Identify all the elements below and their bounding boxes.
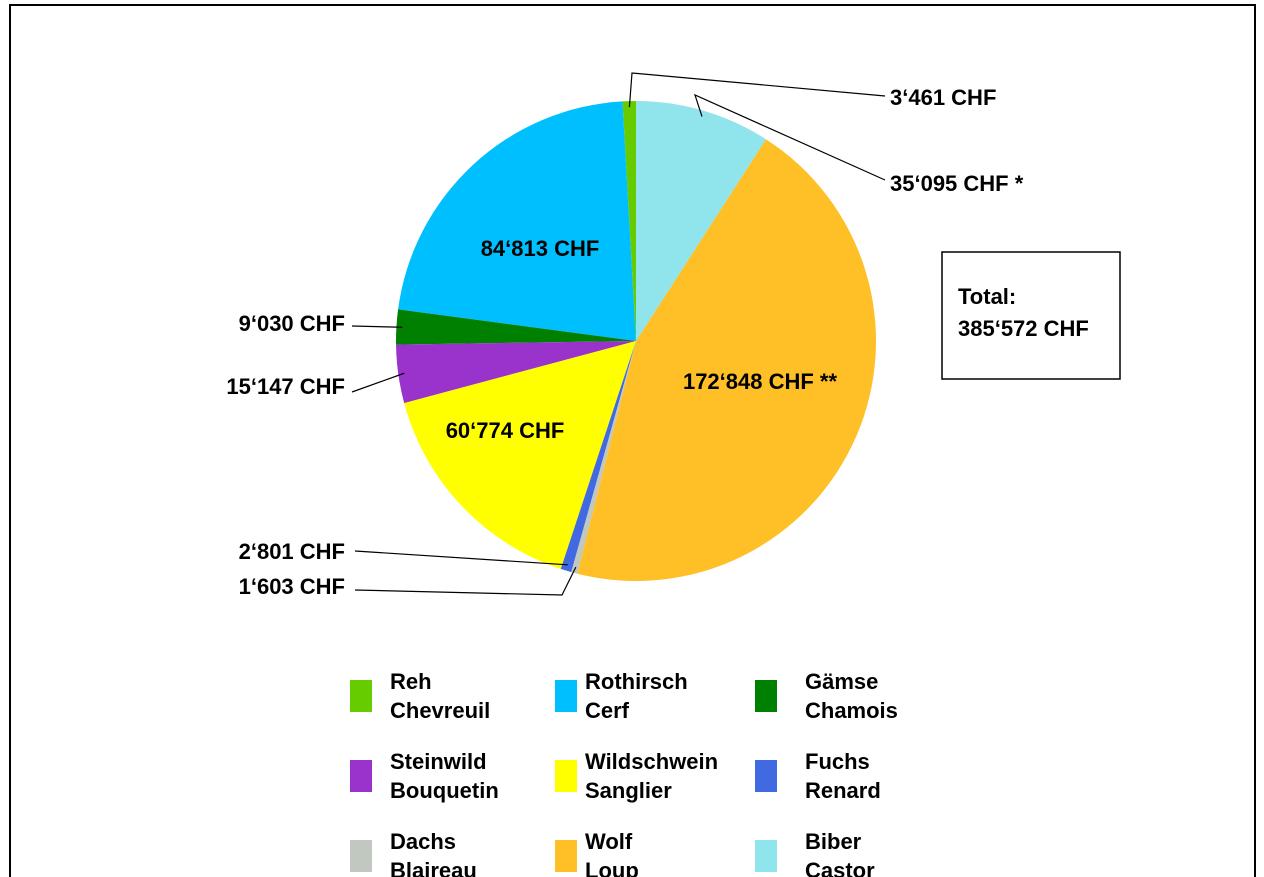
legend-swatch [755,760,777,792]
frame [9,4,1256,877]
pie-slice [404,341,636,569]
leader-line [351,325,403,328]
legend-label: Cerf [585,698,630,723]
legend-label: Wolf [585,829,633,854]
legend-label: Rothirsch [585,669,688,694]
legend-swatch [350,680,372,712]
pie-slice [622,101,636,341]
legend-swatch [755,840,777,872]
value-label: 35‘095 CHF * [890,171,1024,196]
legend-label: Sanglier [585,778,672,803]
legend-label: Gämse [805,669,878,694]
legend-swatch [350,840,372,872]
legend-label: Fuchs [805,749,870,774]
leader-line [628,72,886,108]
value-label: 15‘147 CHF [226,374,345,399]
legend-label: Blaireau [390,858,477,877]
pie-slice [396,341,636,404]
value-label: 172‘848 CHF ** [683,369,838,394]
legend-label: Biber [805,829,862,854]
legend-swatch [555,680,577,712]
legend-swatch [555,840,577,872]
legend-swatch [755,680,777,712]
legend-label: Dachs [390,829,456,854]
legend-label: Renard [805,778,881,803]
legend-label: Castor [805,858,875,877]
legend-label: Chevreuil [390,698,490,723]
value-label: 1‘603 CHF [239,574,345,599]
legend-label: Chamois [805,698,898,723]
pie-slice [560,341,636,573]
pie-slice [577,139,877,582]
legend-label: Loup [585,858,639,877]
total-label: Total: [958,284,1016,309]
total-value: 385‘572 CHF [958,316,1089,341]
leader-line [354,566,577,596]
legend-swatch [555,760,577,792]
value-label: 9‘030 CHF [239,311,345,336]
leader-line [351,372,405,393]
pie-slice [571,341,636,574]
leader-line [354,550,568,566]
pie-slice [398,101,636,341]
legend-label: Reh [390,669,432,694]
total-box [941,251,1121,380]
pie-slice [636,101,766,341]
pie-slice [396,309,636,345]
legend-swatch [350,760,372,792]
leader-line [694,93,886,181]
value-label: 84‘813 CHF [481,236,600,261]
legend-label: Bouquetin [390,778,499,803]
legend-label: Wildschwein [585,749,718,774]
value-label: 60‘774 CHF [446,418,565,443]
value-label: 2‘801 CHF [239,539,345,564]
legend-label: Steinwild [390,749,487,774]
value-label: 3‘461 CHF [890,85,996,110]
